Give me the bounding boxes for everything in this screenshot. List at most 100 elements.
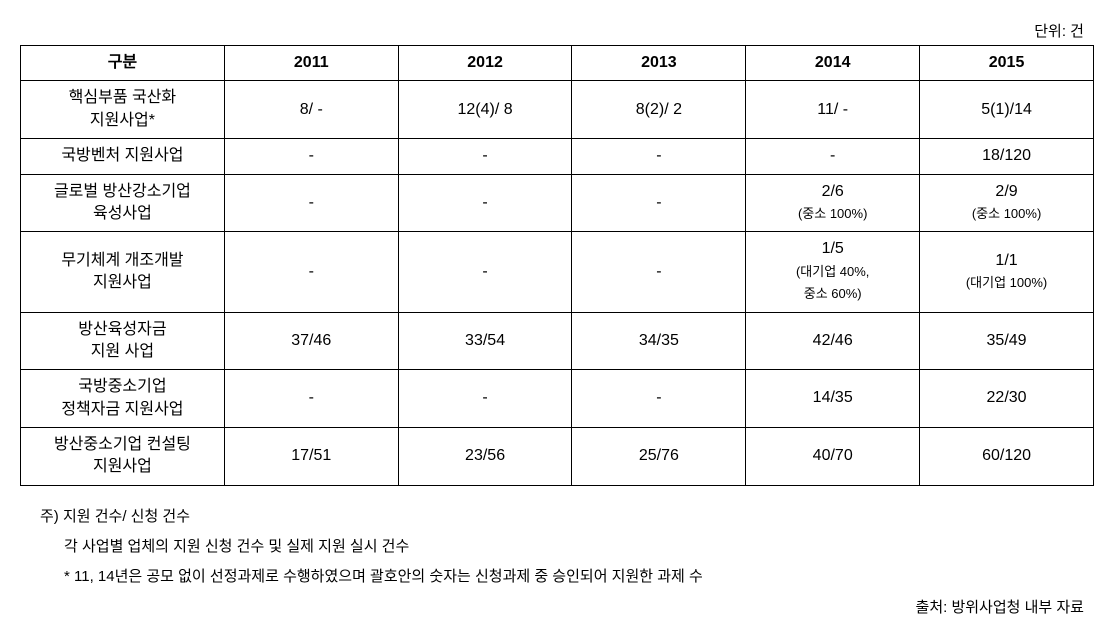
cell: 17/51	[224, 428, 398, 486]
cell: 60/120	[920, 428, 1094, 486]
table-header-row: 구분 2011 2012 2013 2014 2015	[21, 46, 1094, 81]
cell-main: -	[309, 389, 314, 406]
table-row: 방산중소기업 컨설팅지원사업 17/51 23/56 25/76 40/70 60/120	[21, 428, 1094, 486]
cell: 37/46	[224, 312, 398, 370]
row-label: 국방중소기업정책자금 지원사업	[21, 370, 225, 428]
cell-main: 8/ -	[300, 101, 323, 118]
row-label: 방산중소기업 컨설팅지원사업	[21, 428, 225, 486]
unit-label: 단위: 건	[20, 20, 1094, 41]
cell-main: 37/46	[291, 332, 331, 349]
cell-main: -	[656, 147, 661, 164]
cell-main: 14/35	[813, 389, 853, 406]
cell-main: -	[830, 147, 835, 164]
cell-sub: (중소 100%)	[972, 206, 1041, 221]
cell: -	[572, 174, 746, 232]
cell-main: 12(4)/ 8	[458, 101, 513, 118]
row-label: 국방벤처 지원사업	[21, 139, 225, 174]
cell-main: 33/54	[465, 332, 505, 349]
cell: -	[224, 232, 398, 312]
cell-main: 5(1)/14	[981, 101, 1032, 118]
header-2014: 2014	[746, 46, 920, 81]
cell: 1/1 (대기업 100%)	[920, 232, 1094, 312]
cell: 40/70	[746, 428, 920, 486]
cell-main: 60/120	[982, 447, 1031, 464]
table-row: 국방중소기업정책자금 지원사업 - - - 14/35 22/30	[21, 370, 1094, 428]
cell-main: 2/6	[822, 183, 844, 200]
cell: -	[224, 174, 398, 232]
cell: 22/30	[920, 370, 1094, 428]
row-label: 방산육성자금지원 사업	[21, 312, 225, 370]
cell-main: 35/49	[987, 332, 1027, 349]
cell-main: -	[309, 263, 314, 280]
cell: 12(4)/ 8	[398, 81, 572, 139]
cell-main: -	[482, 263, 487, 280]
cell: 33/54	[398, 312, 572, 370]
source-label: 출처: 방위사업청 내부 자료	[20, 596, 1094, 617]
cell-main: 22/30	[987, 389, 1027, 406]
row-label: 무기체계 개조개발지원사업	[21, 232, 225, 312]
cell: -	[572, 370, 746, 428]
cell-main: 42/46	[813, 332, 853, 349]
cell: -	[224, 370, 398, 428]
cell: -	[572, 139, 746, 174]
cell: 11/ -	[746, 81, 920, 139]
cell-main: 23/56	[465, 447, 505, 464]
cell: 35/49	[920, 312, 1094, 370]
cell: -	[398, 232, 572, 312]
cell-main: 2/9	[995, 183, 1017, 200]
data-table: 구분 2011 2012 2013 2014 2015 핵심부품 국산화지원사업…	[20, 45, 1094, 486]
cell: 8(2)/ 2	[572, 81, 746, 139]
cell-main: 1/5	[822, 240, 844, 257]
row-label: 핵심부품 국산화지원사업*	[21, 81, 225, 139]
cell: 14/35	[746, 370, 920, 428]
cell: -	[398, 139, 572, 174]
row-label: 글로벌 방산강소기업육성사업	[21, 174, 225, 232]
cell: 1/5 (대기업 40%,중소 60%)	[746, 232, 920, 312]
cell-sub: (중소 100%)	[798, 206, 867, 221]
cell-main: -	[656, 263, 661, 280]
cell: 18/120	[920, 139, 1094, 174]
cell-main: -	[656, 194, 661, 211]
cell: 5(1)/14	[920, 81, 1094, 139]
cell-main: -	[482, 147, 487, 164]
cell-sub: (대기업 100%)	[966, 275, 1047, 290]
cell-main: 34/35	[639, 332, 679, 349]
table-row: 핵심부품 국산화지원사업* 8/ - 12(4)/ 8 8(2)/ 2 11/ - 5(1…	[21, 81, 1094, 139]
footnotes: 주) 지원 건수/ 신청 건수 각 사업별 업체의 지원 신청 건수 및 실제 …	[20, 502, 1094, 592]
cell: 25/76	[572, 428, 746, 486]
cell-main: 8(2)/ 2	[636, 101, 682, 118]
header-2013: 2013	[572, 46, 746, 81]
cell: 2/6 (중소 100%)	[746, 174, 920, 232]
cell-main: -	[309, 194, 314, 211]
table-row: 방산육성자금지원 사업 37/46 33/54 34/35 42/46 35/49	[21, 312, 1094, 370]
cell-main: 18/120	[982, 147, 1031, 164]
header-2015: 2015	[920, 46, 1094, 81]
table-row: 국방벤처 지원사업 - - - - 18/120	[21, 139, 1094, 174]
footnote-line3: * 11, 14년은 공모 없이 선정과제로 수행하였으며 괄호안의 숫자는 신…	[40, 562, 1094, 592]
header-category: 구분	[21, 46, 225, 81]
cell: -	[224, 139, 398, 174]
cell-main: 1/1	[995, 252, 1017, 269]
cell: -	[398, 370, 572, 428]
cell-sub: (대기업 40%,중소 60%)	[796, 264, 869, 301]
cell: 2/9 (중소 100%)	[920, 174, 1094, 232]
cell-main: -	[482, 194, 487, 211]
cell: 8/ -	[224, 81, 398, 139]
cell-main: -	[482, 389, 487, 406]
footnote-line2: 각 사업별 업체의 지원 신청 건수 및 실제 지원 실시 건수	[40, 532, 1094, 562]
cell-main: 40/70	[813, 447, 853, 464]
cell-main: -	[309, 147, 314, 164]
cell-main: -	[656, 389, 661, 406]
cell: -	[398, 174, 572, 232]
cell: -	[572, 232, 746, 312]
header-2011: 2011	[224, 46, 398, 81]
cell-main: 11/ -	[817, 101, 848, 118]
cell-main: 25/76	[639, 447, 679, 464]
table-row: 글로벌 방산강소기업육성사업 - - - 2/6 (중소 100%) 2/9 (중소 100%…	[21, 174, 1094, 232]
table-row: 무기체계 개조개발지원사업 - - - 1/5 (대기업 40%,중소 60%) 1/1 (대…	[21, 232, 1094, 312]
footnote-line1: 주) 지원 건수/ 신청 건수	[40, 502, 1094, 532]
cell: -	[746, 139, 920, 174]
cell: 34/35	[572, 312, 746, 370]
header-2012: 2012	[398, 46, 572, 81]
cell-main: 17/51	[291, 447, 331, 464]
